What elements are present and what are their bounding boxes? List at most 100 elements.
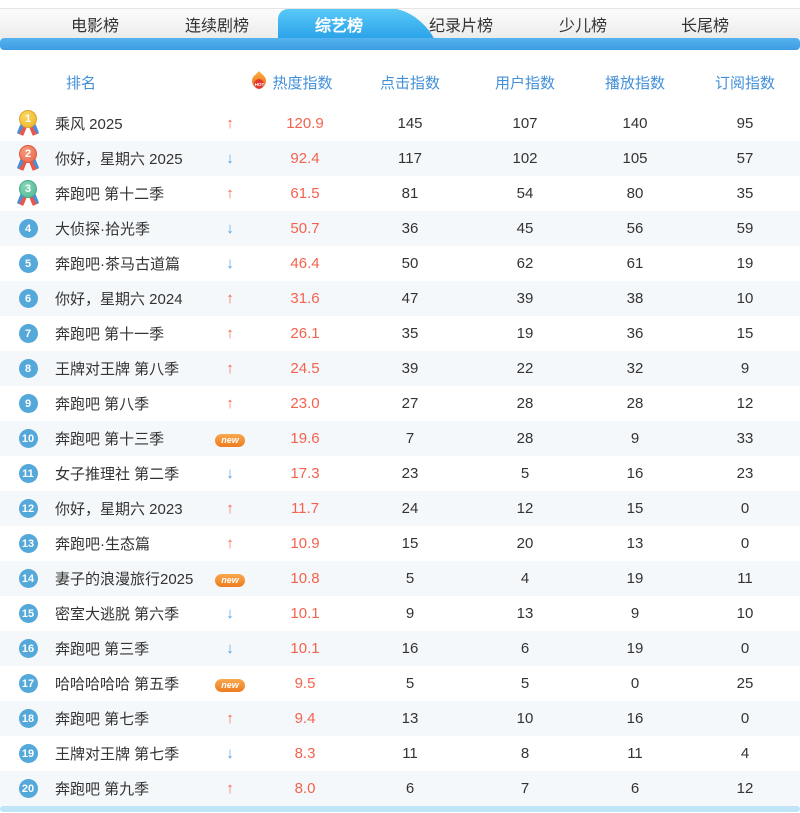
trend-up-icon: ↑ [226, 290, 234, 307]
table-row[interactable]: 10 奔跑吧 第十三季 new 19.6 7 28 9 33 [0, 421, 800, 456]
rank-number-badge: 16 [18, 639, 38, 658]
user-index-value: 19 [516, 325, 534, 342]
user-index-value: 39 [516, 290, 534, 307]
rank-number-badge: 5 [18, 254, 38, 273]
trend-cell: ↓ [200, 605, 260, 622]
table-row[interactable]: 5 奔跑吧·茶马古道篇 ↓ 46.4 50 62 61 19 [0, 246, 800, 281]
table-row[interactable]: 17 哈哈哈哈哈 第五季 new 9.5 5 5 0 25 [0, 666, 800, 701]
user-index-value: 54 [516, 185, 534, 202]
show-title[interactable]: 奔跑吧·茶马古道篇 [55, 256, 180, 273]
tab-label: 连续剧榜 [184, 17, 249, 35]
table-row[interactable]: 11 女子推理社 第二季 ↓ 17.3 23 5 16 23 [0, 456, 800, 491]
trend-cell: ↑ [200, 395, 260, 412]
show-title[interactable]: 奔跑吧·生态篇 [55, 536, 150, 553]
show-title[interactable]: 奔跑吧 第十二季 [55, 186, 165, 203]
trend-down-icon: ↓ [226, 745, 234, 762]
heat-index-value: 8.3 [294, 745, 316, 762]
rank-number-badge: 15 [18, 604, 38, 623]
tab-variety[interactable]: 综艺榜 [278, 9, 400, 38]
table-row[interactable]: 20 奔跑吧 第九季 ↑ 8.0 6 7 6 12 [0, 771, 800, 806]
play-index-value: 9 [630, 430, 640, 447]
heat-index-value: 8.0 [294, 780, 316, 797]
play-index-value: 38 [626, 290, 644, 307]
show-title[interactable]: 奔跑吧 第三季 [55, 641, 150, 658]
table-row[interactable]: 4 大侦探·拾光季 ↓ 50.7 36 45 56 59 [0, 211, 800, 246]
table-row[interactable]: 18 奔跑吧 第七季 ↑ 9.4 13 10 16 0 [0, 701, 800, 736]
show-title[interactable]: 奔跑吧 第十三季 [55, 431, 165, 448]
table-row[interactable]: 15 密室大逃脱 第六季 ↓ 10.1 9 13 9 10 [0, 596, 800, 631]
show-title[interactable]: 妻子的浪漫旅行2025 [55, 571, 194, 588]
user-index-value: 12 [516, 500, 534, 517]
heat-index-value: 92.4 [290, 150, 320, 167]
table-row[interactable]: 12 你好，星期六 2023 ↑ 11.7 24 12 15 0 [0, 491, 800, 526]
click-index-value: 27 [401, 395, 419, 412]
show-title[interactable]: 奔跑吧 第七季 [55, 711, 150, 728]
trend-up-icon: ↑ [226, 185, 234, 202]
trend-cell: ↓ [200, 150, 260, 167]
table-row[interactable]: 7 奔跑吧 第十一季 ↑ 26.1 35 19 36 15 [0, 316, 800, 351]
table-row[interactable]: 8 王牌对王牌 第八季 ↑ 24.5 39 22 32 9 [0, 351, 800, 386]
trend-down-icon: ↓ [226, 605, 234, 622]
show-title[interactable]: 大侦探·拾光季 [55, 221, 150, 238]
trend-cell: new [200, 570, 260, 587]
show-title[interactable]: 女子推理社 第二季 [55, 466, 180, 483]
click-index-value: 7 [405, 430, 415, 447]
rank-cell: 16 [0, 639, 50, 658]
rank-number-badge: 20 [18, 779, 38, 798]
show-title[interactable]: 王牌对王牌 第八季 [55, 361, 180, 378]
table-row[interactable]: 19 王牌对王牌 第七季 ↓ 8.3 11 8 11 4 [0, 736, 800, 771]
user-index-value: 6 [520, 640, 530, 657]
table-row[interactable]: 13 奔跑吧·生态篇 ↑ 10.9 15 20 13 0 [0, 526, 800, 561]
hot-label: HOT [254, 79, 265, 89]
click-index-value: 36 [401, 220, 419, 237]
tab-kids[interactable]: 少儿榜 [522, 9, 644, 38]
table-row[interactable]: 3 奔跑吧 第十二季 ↑ 61.5 81 54 80 35 [0, 176, 800, 211]
click-index-value: 50 [401, 255, 419, 272]
rank-number-badge: 8 [18, 359, 38, 378]
show-title[interactable]: 密室大逃脱 第六季 [55, 606, 180, 623]
show-title[interactable]: 你好，星期六 2024 [55, 291, 183, 308]
rank-cell: 3 [0, 179, 50, 208]
tab-longtail[interactable]: 长尾榜 [644, 9, 766, 38]
show-title[interactable]: 乘风 2025 [55, 116, 123, 133]
table-body: 1 乘风 2025 ↑ 120.9 145 107 140 95 2 你好，星期六 2025 ↓ 92… [0, 106, 800, 806]
show-title[interactable]: 你好，星期六 2023 [55, 501, 183, 518]
trend-cell: ↑ [200, 290, 260, 307]
subscribe-index-value: 19 [736, 255, 754, 272]
show-title[interactable]: 奔跑吧 第十一季 [55, 326, 165, 343]
user-index-value: 22 [516, 360, 534, 377]
show-title[interactable]: 你好，星期六 2025 [55, 151, 183, 168]
tab-movie[interactable]: 电影榜 [34, 9, 156, 38]
show-title[interactable]: 奔跑吧 第八季 [55, 396, 150, 413]
subscribe-index-value: 15 [736, 325, 754, 342]
click-index-value: 47 [401, 290, 419, 307]
show-title[interactable]: 奔跑吧 第九季 [55, 781, 150, 798]
tab-series[interactable]: 连续剧榜 [156, 9, 278, 38]
show-title[interactable]: 王牌对王牌 第七季 [55, 746, 180, 763]
rank-number-badge: 14 [18, 569, 38, 588]
click-index-value: 11 [402, 745, 418, 762]
subscribe-index-value: 10 [736, 605, 754, 622]
table-row[interactable]: 6 你好，星期六 2024 ↑ 31.6 47 39 38 10 [0, 281, 800, 316]
rank-cell: 11 [0, 464, 50, 483]
table-row[interactable]: 16 奔跑吧 第三季 ↓ 10.1 16 6 19 0 [0, 631, 800, 666]
rank-number-badge: 9 [18, 394, 38, 413]
tab-documentary[interactable]: 纪录片榜 [400, 9, 522, 38]
heat-index-value: 10.8 [290, 570, 320, 587]
show-title[interactable]: 哈哈哈哈哈 第五季 [55, 676, 180, 693]
tab-label: 长尾榜 [680, 17, 729, 35]
rank-cell: 8 [0, 359, 50, 378]
table-row[interactable]: 14 妻子的浪漫旅行2025 new 10.8 5 4 19 11 [0, 561, 800, 596]
user-index-value: 102 [512, 150, 538, 167]
click-index-value: 117 [398, 150, 422, 167]
bottom-accent-bar [0, 806, 800, 812]
table-row[interactable]: 2 你好，星期六 2025 ↓ 92.4 117 102 105 57 [0, 141, 800, 176]
rank-cell: 19 [0, 744, 50, 763]
click-index-value: 23 [401, 465, 419, 482]
subscribe-index-value: 0 [740, 535, 750, 552]
table-row[interactable]: 9 奔跑吧 第八季 ↑ 23.0 27 28 28 12 [0, 386, 800, 421]
subscribe-index-value: 9 [740, 360, 750, 377]
rank-cell: 14 [0, 569, 50, 588]
table-row[interactable]: 1 乘风 2025 ↑ 120.9 145 107 140 95 [0, 106, 800, 141]
